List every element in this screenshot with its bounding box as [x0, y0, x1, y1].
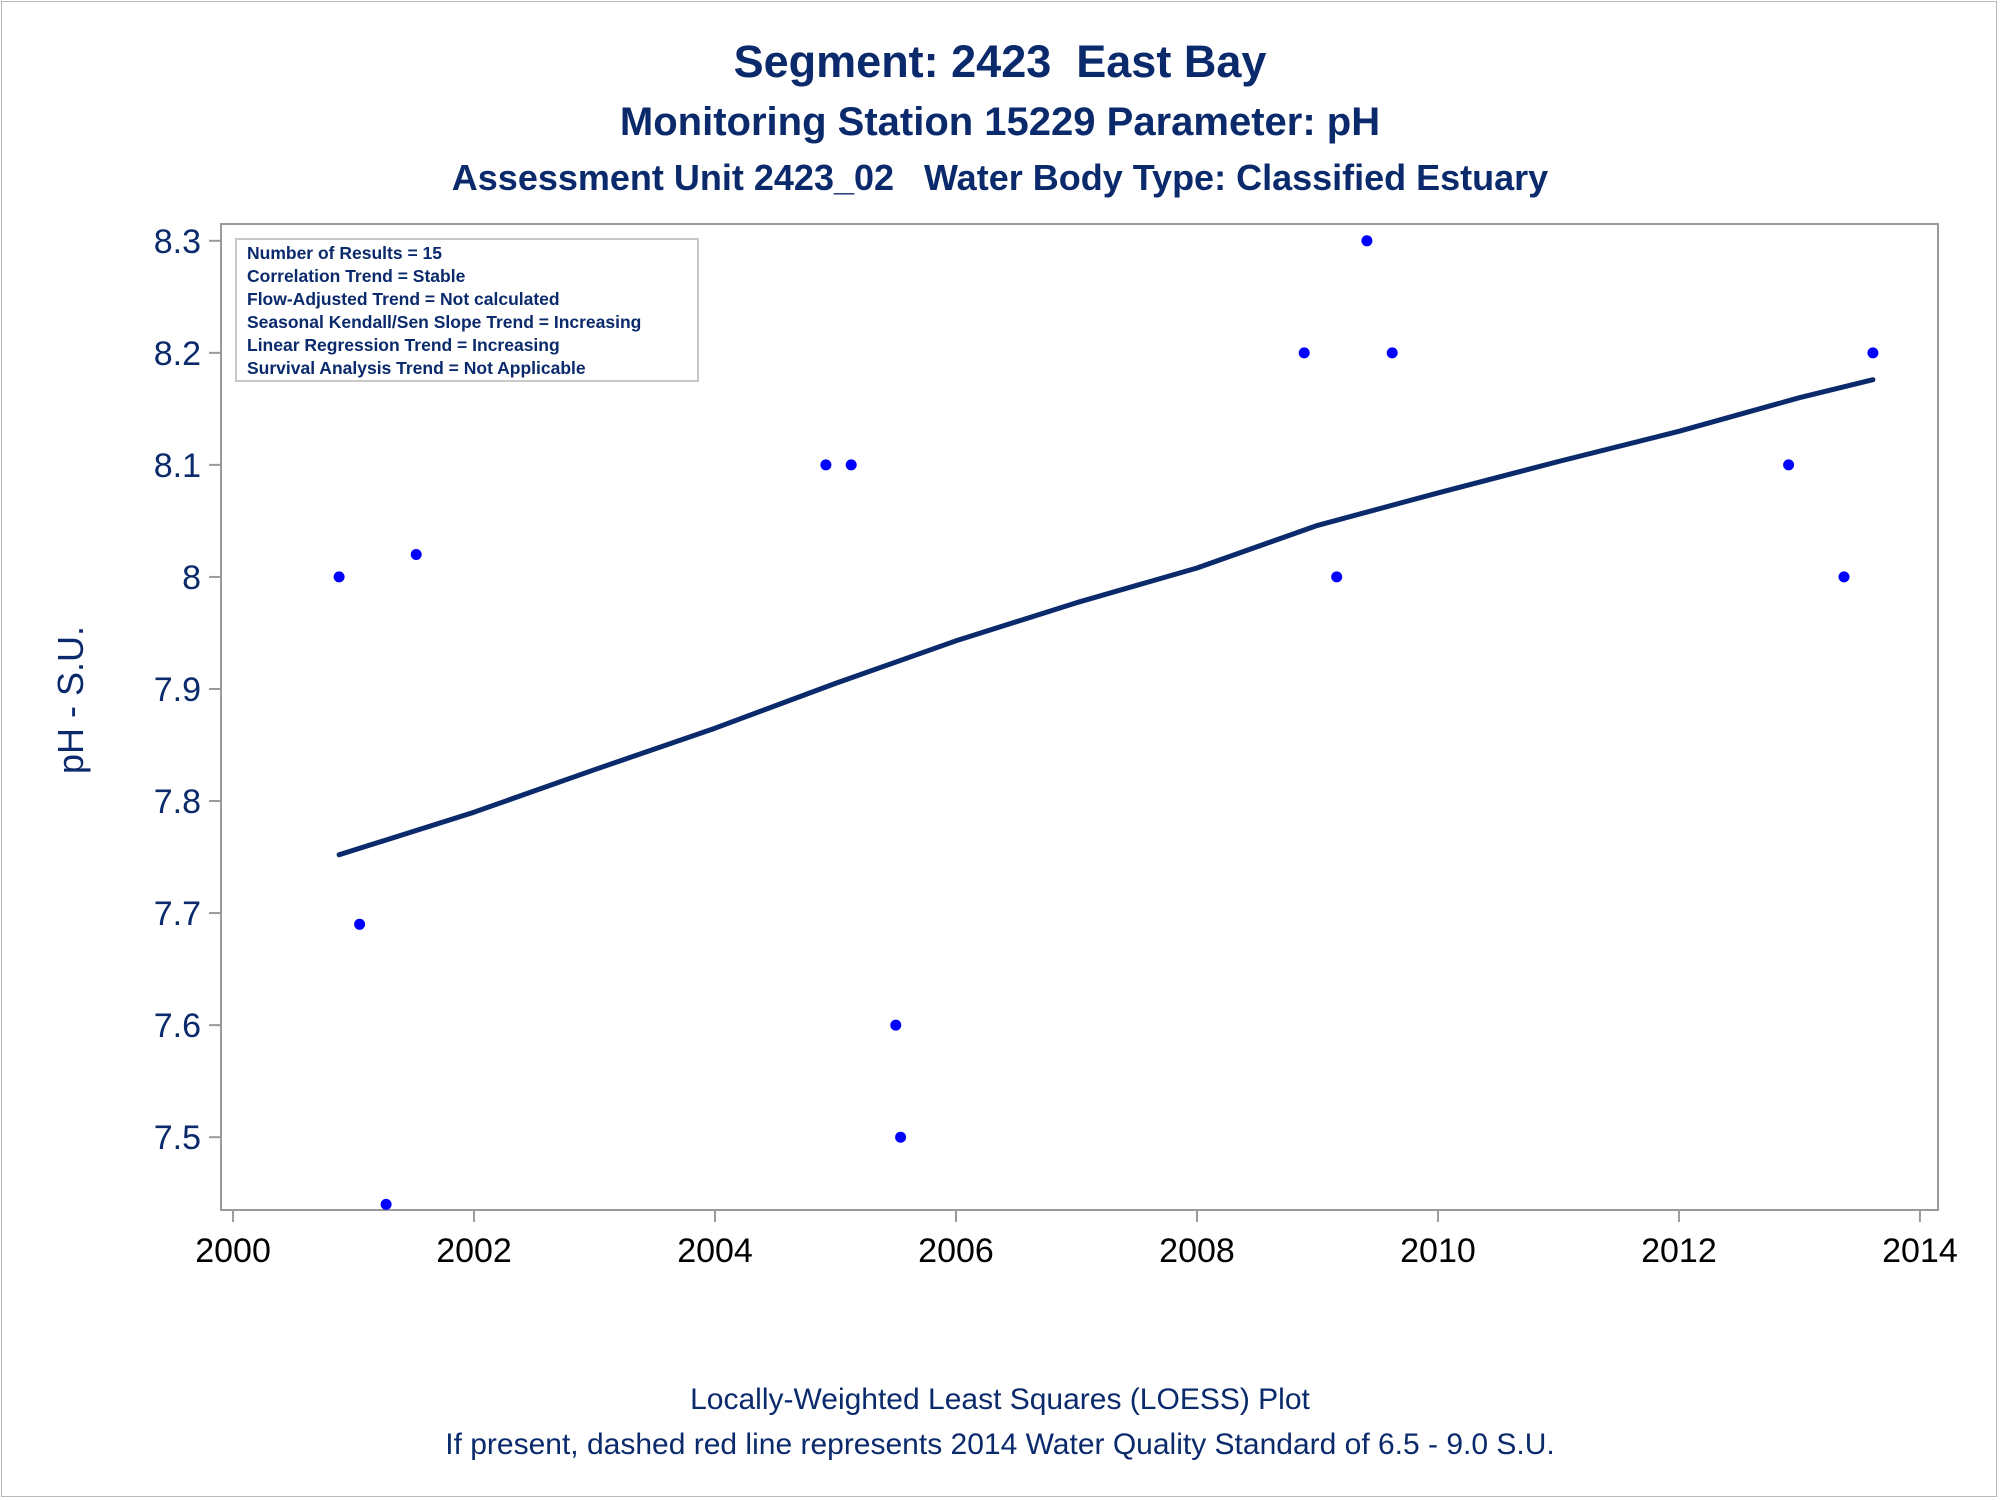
- data-point: [1386, 347, 1398, 359]
- y-tick-label: 8.3: [154, 223, 201, 261]
- data-point: [1867, 347, 1879, 359]
- y-tick-label: 7.6: [154, 1007, 201, 1045]
- y-tick-label: 7.7: [154, 895, 201, 933]
- y-tick-label: 8.2: [154, 335, 201, 373]
- loess-trend-line: [336, 377, 1876, 858]
- chart-subtitle-assessment-unit: Assessment Unit 2423_02 Water Body Type:…: [451, 157, 1549, 198]
- data-point: [1298, 347, 1310, 359]
- stat-survival-analysis-trend: Survival Analysis Trend = Not Applicable: [247, 358, 586, 378]
- chart-subtitle-station: Monitoring Station 15229 Parameter: pH: [619, 100, 1381, 144]
- data-point: [333, 571, 345, 583]
- x-axis: 2000 2002 2004 2006 2008 2010 2012 2014: [195, 1210, 1958, 1270]
- stat-flow-adjusted-trend: Flow-Adjusted Trend = Not calculated: [247, 289, 560, 309]
- x-tick-label: 2012: [1641, 1232, 1717, 1270]
- data-point: [1331, 571, 1343, 583]
- data-point: [1838, 571, 1850, 583]
- stat-number-of-results: Number of Results = 15: [247, 243, 442, 263]
- x-tick-label: 2000: [195, 1232, 271, 1270]
- chart-title: Segment: 2423 East Bay: [733, 36, 1267, 87]
- x-tick-label: 2010: [1400, 1232, 1476, 1270]
- data-point: [410, 549, 422, 560]
- y-tick-label: 8: [182, 559, 201, 597]
- data-point: [1361, 235, 1373, 247]
- y-axis-label: pH - S.U.: [50, 626, 91, 774]
- plot-area: [220, 223, 1939, 1211]
- data-point: [354, 918, 366, 930]
- data-point: [1783, 459, 1795, 471]
- stat-seasonal-kendall-trend: Seasonal Kendall/Sen Slope Trend = Incre…: [247, 312, 641, 332]
- y-tick-label: 7.5: [154, 1119, 201, 1157]
- stat-linear-regression-trend: Linear Regression Trend = Increasing: [247, 335, 560, 355]
- y-tick-label: 8.1: [154, 447, 201, 485]
- statistics-box-border: [235, 238, 699, 382]
- x-tick-label: 2014: [1882, 1232, 1958, 1270]
- data-point: [845, 459, 857, 471]
- x-tick-label: 2008: [1159, 1232, 1235, 1270]
- x-tick-label: 2002: [436, 1232, 512, 1270]
- x-tick-label: 2006: [918, 1232, 994, 1270]
- stat-correlation-trend: Correlation Trend = Stable: [247, 266, 466, 286]
- y-tick-label: 7.8: [154, 783, 201, 821]
- y-tick-label: 7.9: [154, 671, 201, 709]
- y-axis: 7.5 7.6 7.7 7.8 7.9 8 8.1 8.2 8.3: [154, 223, 221, 1157]
- data-point: [890, 1019, 902, 1031]
- footnote-loess: Locally-Weighted Least Squares (LOESS) P…: [690, 1383, 1310, 1416]
- data-point: [895, 1131, 907, 1143]
- data-points: [333, 235, 1879, 1210]
- x-tick-label: 2004: [677, 1232, 753, 1270]
- data-point: [820, 459, 832, 471]
- footnote-standard: If present, dashed red line represents 2…: [445, 1428, 1555, 1461]
- data-point: [380, 1198, 392, 1210]
- statistics-box: Number of Results = 15 Correlation Trend…: [235, 238, 699, 382]
